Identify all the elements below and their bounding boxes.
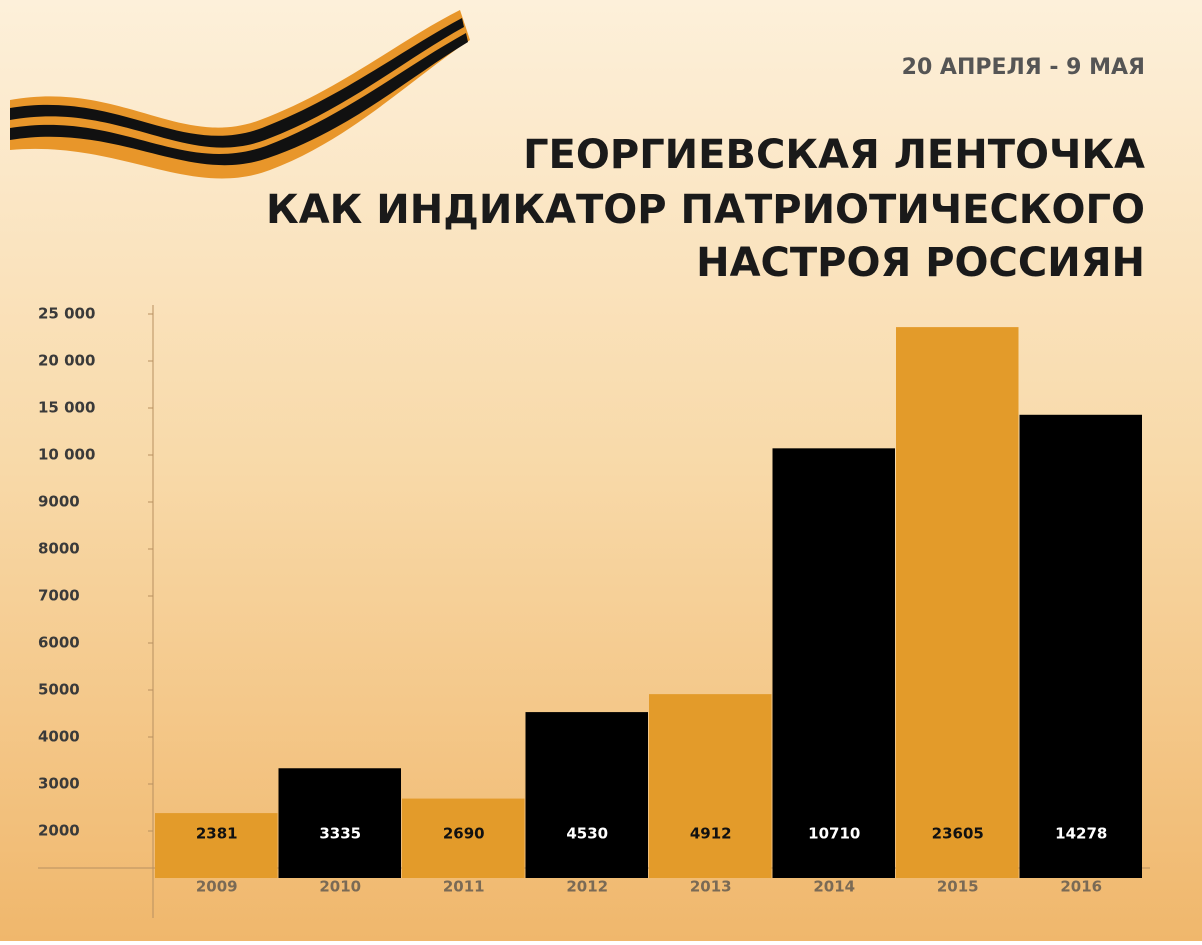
value-label: 4912: [690, 825, 732, 843]
x-tick-label: 2013: [690, 878, 732, 896]
y-tick-label: 20 000: [38, 352, 95, 370]
x-tick-label: 2016: [1060, 878, 1102, 896]
value-label: 2381: [196, 825, 238, 843]
x-tick-label: 2009: [196, 878, 238, 896]
y-tick-label: 10 000: [38, 446, 95, 464]
bar: [649, 694, 772, 878]
y-tick-label: 8000: [38, 540, 80, 558]
y-tick-label: 4000: [38, 728, 80, 746]
chart-title: НАСТРОЯ РОССИЯН: [696, 240, 1145, 286]
bar: [402, 798, 525, 878]
y-tick-label: 2000: [38, 822, 80, 840]
chart-title: КАК ИНДИКАТОР ПАТРИОТИЧЕСКОГО: [266, 187, 1145, 233]
x-tick-label: 2014: [813, 878, 855, 896]
x-tick-label: 2010: [319, 878, 361, 896]
value-label: 3335: [319, 825, 361, 843]
x-tick-label: 2011: [443, 878, 485, 896]
bar: [1019, 414, 1142, 878]
bar: [772, 448, 895, 878]
value-label: 10710: [808, 825, 860, 843]
bar: [896, 327, 1019, 878]
y-tick-label: 25 000: [38, 305, 95, 323]
value-label: 23605: [932, 825, 984, 843]
y-tick-label: 5000: [38, 681, 80, 699]
subtitle: 20 АПРЕЛЯ - 9 МАЯ: [902, 55, 1145, 80]
chart-title: ГЕОРГИЕВСКАЯ ЛЕНТОЧКА: [523, 132, 1145, 178]
ribbon: [10, 10, 470, 179]
bar: [278, 768, 401, 878]
bar: [155, 813, 278, 878]
x-tick-label: 2012: [566, 878, 608, 896]
y-tick-label: 9000: [38, 493, 80, 511]
y-tick-label: 15 000: [38, 399, 95, 417]
value-label: 4530: [566, 825, 608, 843]
value-label: 14278: [1055, 825, 1107, 843]
y-tick-label: 7000: [38, 587, 80, 605]
value-label: 2690: [443, 825, 485, 843]
y-tick-label: 6000: [38, 634, 80, 652]
bar: [525, 712, 648, 878]
y-tick-label: 3000: [38, 775, 80, 793]
x-tick-label: 2015: [937, 878, 979, 896]
